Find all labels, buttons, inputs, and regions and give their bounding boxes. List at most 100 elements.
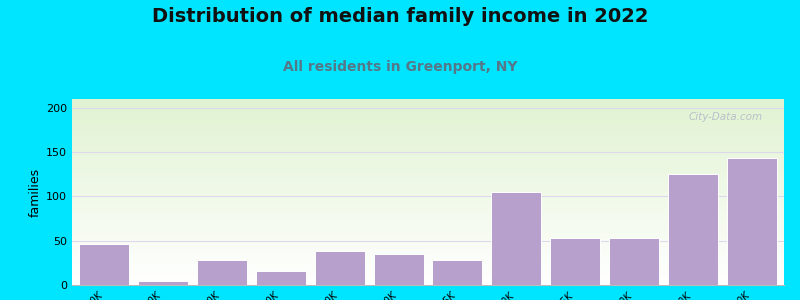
Bar	[72, 167, 784, 168]
Bar	[72, 244, 784, 245]
Bar	[72, 221, 784, 222]
Bar	[72, 261, 784, 262]
Bar	[72, 239, 784, 240]
Bar	[72, 201, 784, 202]
Bar	[72, 169, 784, 170]
Bar	[72, 192, 784, 193]
Bar	[72, 134, 784, 135]
Bar	[72, 202, 784, 203]
Bar	[72, 240, 784, 241]
Bar	[72, 217, 784, 218]
Bar	[72, 141, 784, 142]
Bar	[72, 228, 784, 229]
Bar	[72, 260, 784, 261]
Bar	[72, 182, 784, 183]
Bar	[72, 115, 784, 116]
Bar	[72, 101, 784, 102]
Bar	[72, 218, 784, 219]
Bar	[72, 247, 784, 248]
Bar	[72, 249, 784, 250]
Bar	[72, 173, 784, 174]
Bar	[72, 105, 784, 106]
Bar	[72, 159, 784, 160]
Bar	[314, 251, 365, 285]
Bar	[72, 119, 784, 120]
Bar	[72, 257, 784, 258]
Text: City-Data.com: City-Data.com	[689, 112, 762, 122]
Bar	[72, 270, 784, 271]
Bar	[72, 110, 784, 111]
Bar	[72, 145, 784, 146]
Bar	[72, 172, 784, 173]
Bar	[72, 158, 784, 159]
Bar	[72, 204, 784, 205]
Bar	[72, 152, 784, 153]
Bar	[72, 215, 784, 216]
Bar	[72, 238, 784, 239]
Bar	[72, 129, 784, 130]
Bar	[72, 284, 784, 285]
Bar	[72, 189, 784, 190]
Bar	[72, 153, 784, 154]
Bar	[72, 138, 784, 139]
Bar	[72, 185, 784, 186]
Bar	[72, 125, 784, 126]
Bar	[491, 192, 542, 285]
Bar	[79, 244, 130, 285]
Bar	[72, 177, 784, 178]
Bar	[72, 210, 784, 211]
Bar	[72, 135, 784, 136]
Bar	[72, 162, 784, 163]
Bar	[72, 211, 784, 212]
Bar	[72, 143, 784, 144]
Bar	[72, 229, 784, 230]
Bar	[72, 174, 784, 175]
Bar	[72, 283, 784, 284]
Bar	[72, 131, 784, 133]
Bar	[72, 278, 784, 279]
Bar	[72, 213, 784, 214]
Bar	[72, 246, 784, 247]
Bar	[72, 139, 784, 140]
Bar	[72, 279, 784, 280]
Bar	[72, 155, 784, 156]
Bar	[72, 233, 784, 234]
Bar	[72, 178, 784, 179]
Bar	[72, 150, 784, 151]
Bar	[72, 133, 784, 134]
Bar	[72, 102, 784, 103]
Bar	[72, 103, 784, 105]
Bar	[72, 220, 784, 221]
Bar	[668, 174, 718, 285]
Bar	[72, 165, 784, 166]
Bar	[72, 166, 784, 167]
Bar	[72, 269, 784, 270]
Bar	[72, 112, 784, 113]
Bar	[72, 121, 784, 122]
Bar	[72, 163, 784, 164]
Bar	[72, 237, 784, 238]
Bar	[726, 158, 777, 285]
Bar	[72, 242, 784, 243]
Bar	[72, 122, 784, 123]
Bar	[72, 280, 784, 281]
Bar	[72, 281, 784, 282]
Bar	[72, 265, 784, 266]
Bar	[72, 136, 784, 137]
Bar	[72, 137, 784, 138]
Bar	[72, 206, 784, 207]
Bar	[72, 99, 784, 100]
Bar	[197, 260, 247, 285]
Bar	[72, 108, 784, 109]
Bar	[72, 251, 784, 252]
Bar	[72, 157, 784, 158]
Bar	[72, 156, 784, 157]
Bar	[72, 264, 784, 265]
Bar	[72, 130, 784, 131]
Bar	[72, 193, 784, 194]
Bar	[72, 209, 784, 210]
Bar	[72, 224, 784, 226]
Bar	[72, 259, 784, 260]
Bar	[256, 271, 306, 285]
Bar	[72, 282, 784, 283]
